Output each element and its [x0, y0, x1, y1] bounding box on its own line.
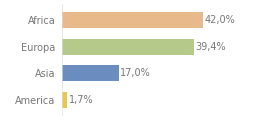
Bar: [62, 39, 194, 55]
Text: 1,7%: 1,7%: [69, 95, 94, 105]
Bar: [62, 92, 67, 108]
Text: 42,0%: 42,0%: [204, 15, 235, 25]
Bar: [62, 12, 203, 28]
Text: 39,4%: 39,4%: [196, 42, 226, 52]
Bar: [62, 65, 119, 81]
Text: 17,0%: 17,0%: [120, 68, 151, 78]
